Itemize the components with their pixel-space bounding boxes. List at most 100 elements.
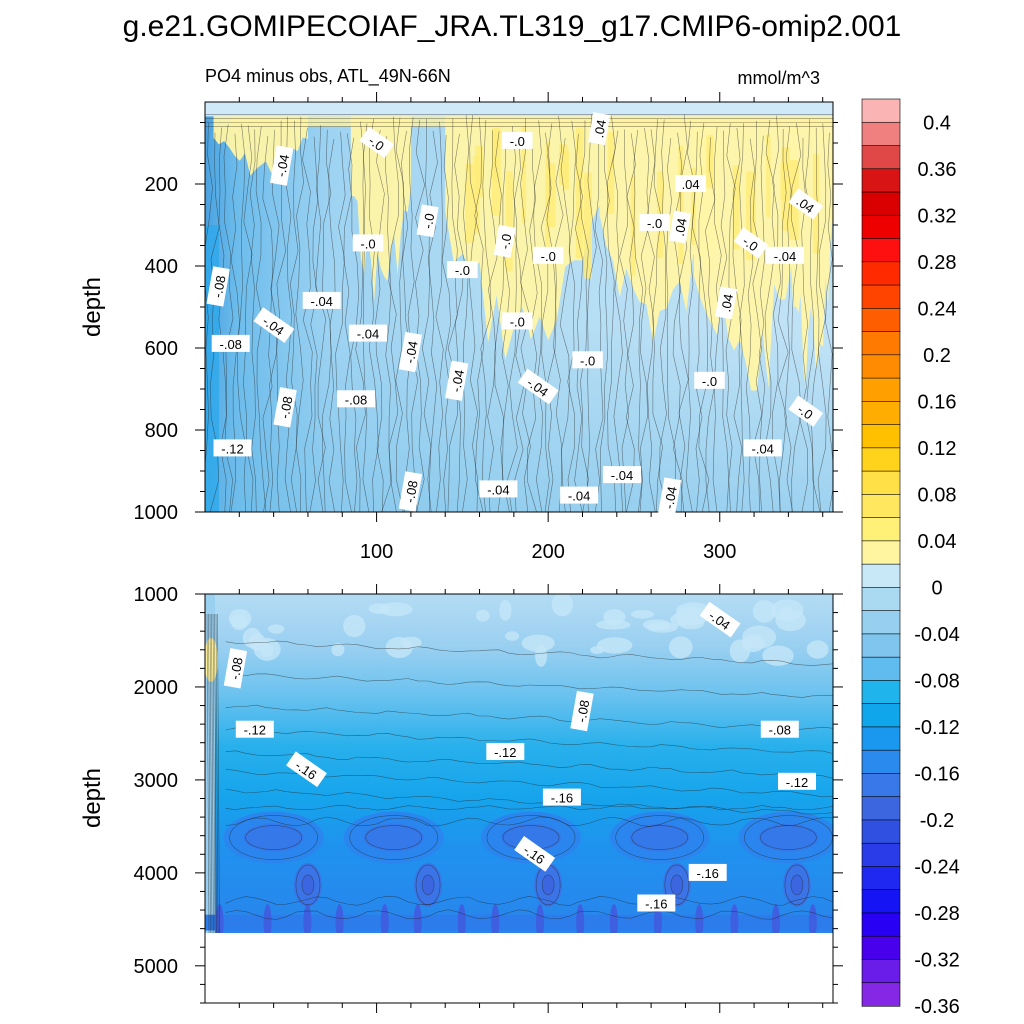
- contour-label-text: -.04: [310, 294, 332, 309]
- contour-label-text: -.16: [645, 897, 667, 912]
- colorbar-swatch: [861, 191, 901, 216]
- colorbar-label: 0.28: [918, 252, 957, 274]
- contour-label: -.0: [788, 395, 824, 427]
- colorbar-swatch: [861, 424, 901, 449]
- contour-label: -.08: [398, 471, 423, 512]
- colorbar-swatch: [861, 842, 901, 868]
- colorbar-swatch: [861, 331, 901, 356]
- contour-label: -.08: [211, 334, 250, 352]
- colorbar-swatch: [861, 633, 901, 658]
- contour-label-text: -.12: [221, 441, 243, 456]
- contour-label-text: -.04: [448, 369, 467, 394]
- contour-label-text: -.04: [774, 249, 796, 264]
- contour-label: -.0: [639, 213, 670, 231]
- contour-label-text: -.0: [580, 353, 595, 368]
- colorbar-label: 0.24: [918, 298, 957, 320]
- colorbar-label: 0.2: [923, 345, 951, 367]
- top-panel: 200 400 600 800 1000 100 200 300 -.04 -.0 -.0 .04…: [79, 92, 843, 563]
- bottom-y-axis-label: depth: [79, 768, 106, 828]
- contour-label: -.04: [603, 466, 641, 484]
- colorbar-label: -0.2: [920, 810, 954, 832]
- colorbar-swatch: [861, 214, 901, 240]
- contour-label: .04: [715, 286, 738, 320]
- colorbar-swatch: [861, 540, 901, 565]
- colorbar-swatch: [861, 796, 901, 821]
- colorbar-swatch: [861, 470, 901, 495]
- contour-label-text: -.0: [541, 249, 556, 264]
- contour-label-text: -.04: [568, 489, 590, 504]
- contour-label-text: -.0: [702, 374, 717, 389]
- contour-label: -.04: [560, 486, 599, 504]
- contour-label: -.12: [235, 720, 274, 738]
- colorbar-swatch: [861, 982, 901, 1007]
- contour-label: -.04: [766, 246, 804, 264]
- contour-label-text: .04: [718, 293, 736, 313]
- colorbar-swatch: [861, 912, 901, 937]
- contour-label-text: -.0: [510, 134, 525, 149]
- colorbar-swatch: [861, 284, 901, 309]
- contour-label-text: -.04: [273, 153, 292, 178]
- contour-label: -.0: [416, 204, 439, 238]
- x-tick-label: 100: [360, 541, 393, 563]
- contour-label: -.0: [502, 131, 533, 149]
- contour-label-text: -.0: [510, 314, 525, 329]
- contour-label-text: -.16: [696, 866, 718, 881]
- colorbar-swatch: [861, 680, 901, 705]
- colorbar-swatch: [861, 889, 901, 914]
- contour-label-text: -.04: [357, 327, 379, 342]
- colorbar-label: 0.16: [918, 391, 957, 413]
- colorbar-swatch: [861, 726, 901, 751]
- contour-label-text: -.08: [574, 699, 593, 724]
- colorbar-label: 0.32: [918, 205, 957, 227]
- colorbar-swatch: [861, 866, 901, 891]
- contour-label: .04: [668, 210, 691, 244]
- contour-label-text: -.0: [740, 233, 761, 254]
- colorbar-swatch: [861, 563, 901, 588]
- contour-label-text: -.0: [420, 212, 437, 230]
- contour-label-text: -.08: [210, 274, 229, 299]
- contour-label-text: -.0: [497, 233, 514, 251]
- bottom-y-tick-label: 5000: [134, 956, 179, 978]
- contour-label: -.0: [447, 261, 478, 279]
- colorbar-label: -0.12: [914, 717, 960, 739]
- colorbar-swatch: [861, 935, 901, 961]
- x-tick-label: 300: [703, 541, 736, 563]
- figure-title: g.e21.GOMIPECOIAF_JRA.TL319_g17.CMIP6-om…: [123, 10, 902, 43]
- contour-label: -.0: [502, 312, 533, 330]
- contour-label: -.0: [359, 126, 395, 159]
- contour-label-text: -.08: [769, 723, 791, 738]
- colorbar-swatch: [861, 587, 901, 612]
- contour-label-text: -.04: [611, 468, 633, 483]
- contour-label: -.04: [349, 324, 387, 342]
- colorbar-swatch: [861, 610, 901, 635]
- contour-label-text: -.08: [345, 392, 367, 407]
- contour-label: -.0: [733, 227, 769, 259]
- colorbar-label: -0.28: [914, 903, 960, 925]
- colorbar-swatch: [861, 145, 901, 170]
- colorbar-swatch: [861, 819, 901, 844]
- contour-label: -.16: [542, 788, 581, 806]
- contour-label: -.08: [223, 648, 248, 689]
- contour-label-text: -.04: [751, 441, 773, 456]
- top-subtitle: PO4 minus obs, ATL_49N-66N: [205, 66, 451, 87]
- colorbar-swatch: [861, 238, 901, 263]
- contour-label: -.16: [688, 863, 727, 881]
- bottom-y-tick-label: 2000: [134, 677, 179, 699]
- colorbar-swatch: [861, 308, 901, 333]
- contour-label: -.12: [778, 772, 816, 790]
- contour-label: -.08: [206, 266, 230, 307]
- units-label: mmol/m^3: [738, 68, 820, 88]
- contour-label-text: .04: [672, 217, 690, 237]
- colorbar-label: -0.08: [914, 670, 960, 692]
- top-y-tick-label: 200: [145, 174, 178, 196]
- colorbar-swatch: [861, 401, 901, 426]
- contour-label-text: -.12: [786, 775, 808, 790]
- colorbar-label: 0.04: [918, 531, 957, 553]
- contour-label-text: -.04: [402, 340, 421, 365]
- colorbar-label: 0: [931, 577, 942, 599]
- contour-label: -.0: [493, 224, 516, 258]
- colorbar-swatch: [861, 354, 901, 379]
- contour-label: -.0: [694, 371, 725, 389]
- contour-label-text: -.08: [227, 656, 246, 681]
- top-y-tick-label: 800: [145, 420, 178, 442]
